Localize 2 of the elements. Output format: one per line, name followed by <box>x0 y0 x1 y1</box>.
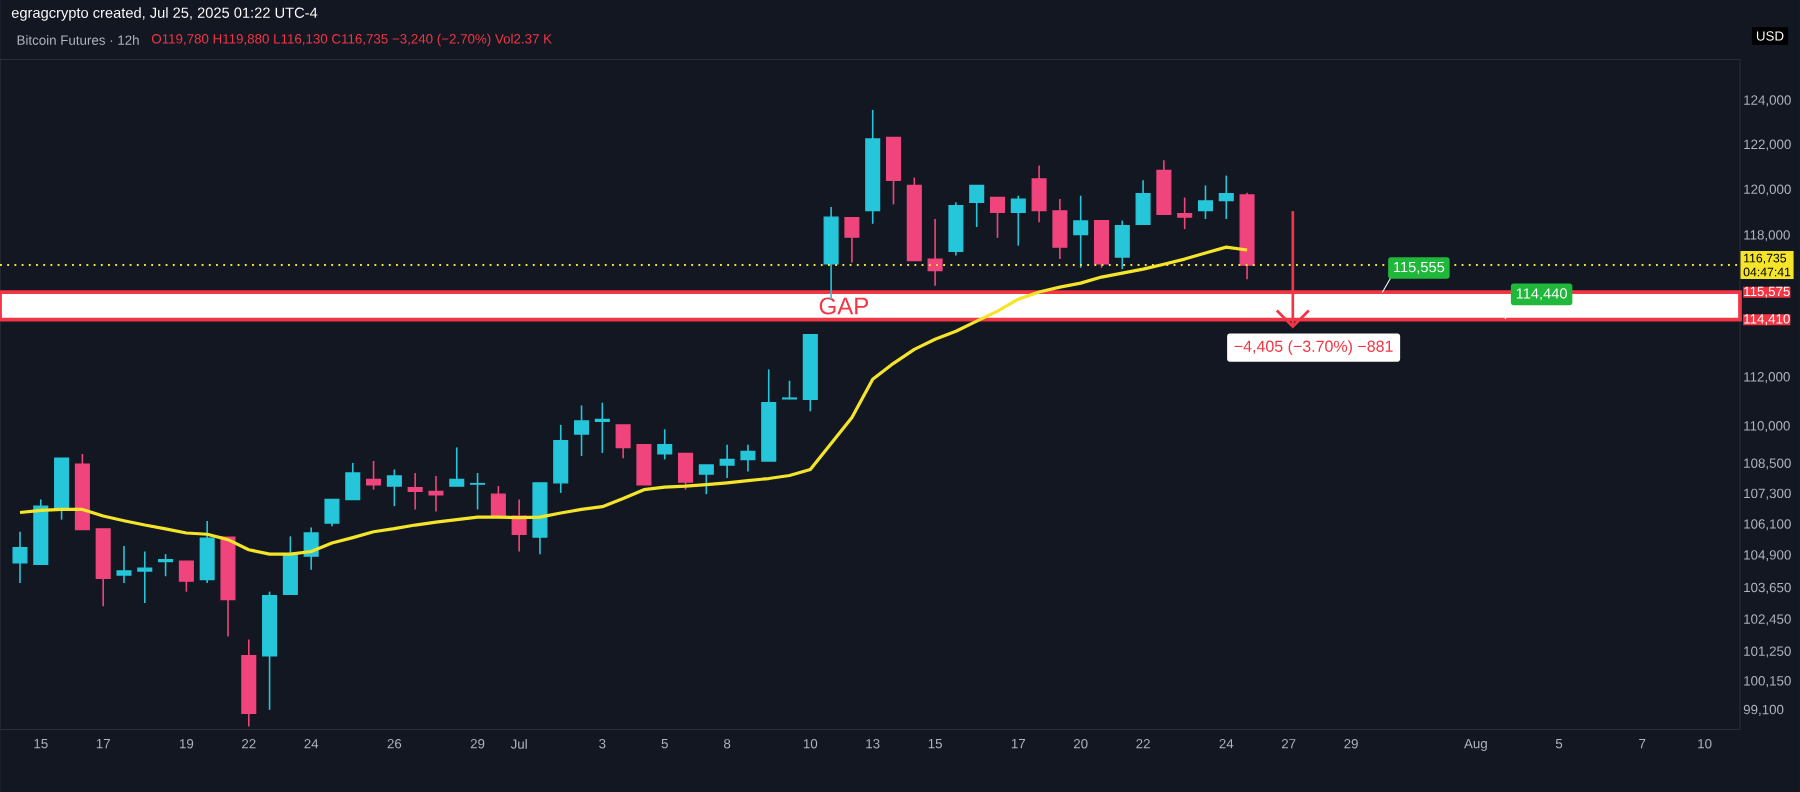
annotation: −4,405 (−3.70%) −881 <box>1234 340 1393 356</box>
band-label: GAP <box>819 297 868 315</box>
